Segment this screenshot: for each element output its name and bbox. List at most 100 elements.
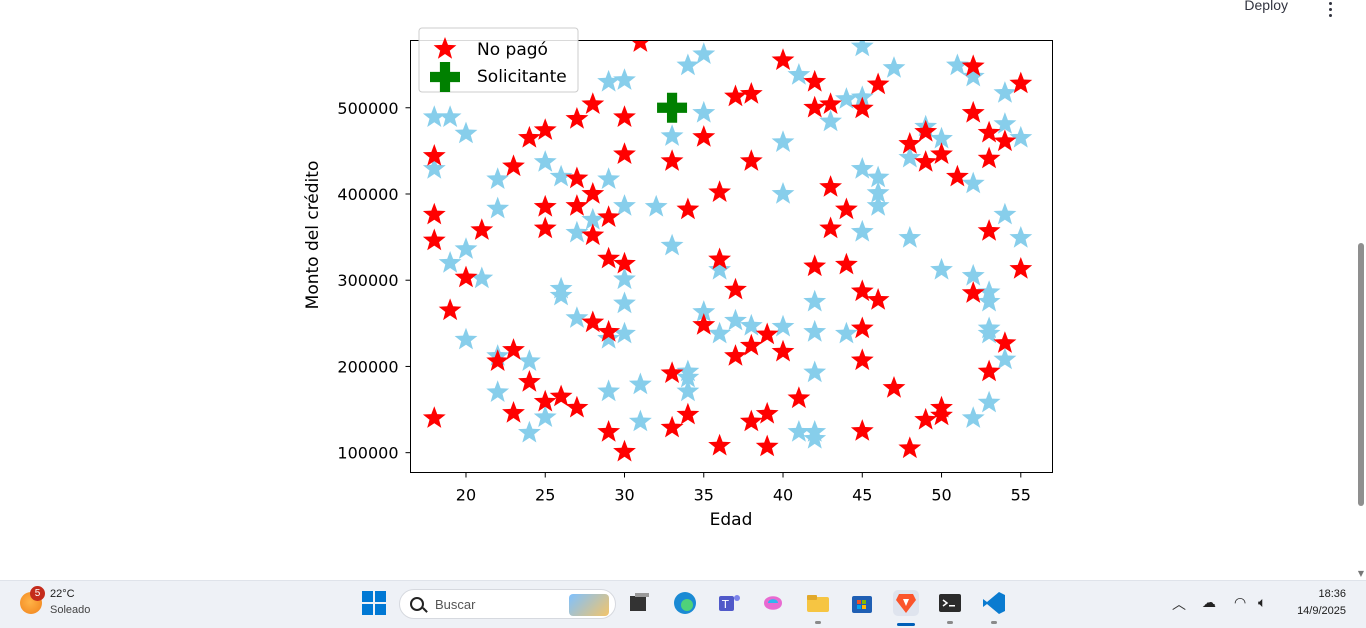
running-indicator [991,621,997,624]
no-pago-point [930,142,953,164]
no-pago-point [708,247,731,270]
pago-point [961,263,985,286]
onedrive-sync-icon[interactable]: ☁ [1202,594,1216,610]
edge-browser-icon[interactable] [672,590,698,616]
no-pago-point [454,265,478,288]
teams-icon[interactable]: T [716,590,742,616]
pago-point [930,126,953,149]
no-pago-point [850,419,874,441]
no-pago-point [898,132,922,154]
no-pago-point [692,125,716,147]
pago-point [850,157,874,179]
x-axis-label: Edad [710,510,753,530]
no-pago-point [835,252,858,275]
pago-point [850,85,874,108]
no-pago-point [581,310,605,333]
clock-date[interactable]: 14/9/2025 [1297,605,1346,617]
x-tick-label: 20 [456,486,476,505]
no-pago-point [835,197,858,220]
no-pago-point [930,403,953,426]
clock-time[interactable]: 18:36 [1318,588,1346,600]
no-pago-point [565,395,589,418]
x-tick-label: 40 [773,486,793,505]
terminal-icon[interactable] [937,590,963,616]
no-pago-point [708,180,731,202]
no-pago-point [739,409,763,432]
no-pago-point [597,420,621,442]
speaker-icon[interactable]: 🔈︎ [1258,594,1267,610]
vscode-icon[interactable] [981,590,1007,616]
no-pago-point [914,407,938,430]
no-pago-point [993,129,1017,152]
no-pago-point [422,144,446,166]
no-pago-point [708,433,731,456]
brave-browser-icon[interactable] [893,590,919,616]
copilot-icon[interactable] [760,590,786,616]
no-pago-point [502,154,525,177]
file-explorer-icon[interactable] [805,590,831,616]
pago-point [819,109,842,132]
pago-point [961,171,985,194]
no-pago-point [597,205,621,227]
pago-point [676,365,700,388]
pago-point [739,313,763,336]
weather-temperature: 22°C [50,588,75,600]
no-pago-point [866,72,890,95]
no-pago-point [581,92,605,114]
no-pago-point [502,401,525,423]
pago-point [486,167,510,189]
pago-point [518,349,541,371]
no-pago-point [660,149,684,171]
no-pago-point [692,313,716,335]
pago-point [597,69,621,92]
no-pago-point [597,246,621,269]
pago-point [486,380,510,402]
solicitante-marker [657,92,688,123]
pago-point [692,300,716,322]
deploy-button[interactable]: Deploy [1244,0,1288,13]
no-pago-point [502,338,525,360]
pago-point [961,64,985,87]
task-view-icon[interactable] [627,590,653,616]
microsoft-store-icon[interactable] [849,590,875,616]
no-pago-point [486,349,510,371]
start-button-windows-icon[interactable] [361,590,387,616]
page-scrollbar[interactable]: ▼ [1356,0,1366,580]
pago-point [787,63,811,85]
legend: No pagó Solicitante [418,27,579,93]
no-pago-point [724,84,747,107]
show-hidden-icons-chevron-icon[interactable]: ︿ [1172,596,1186,612]
no-pago-point [771,48,795,70]
scrollbar-thumb[interactable] [1358,243,1364,506]
wifi-icon[interactable]: ◠ [1234,594,1247,610]
no-pago-point [739,82,763,104]
no-pago-point [755,434,779,457]
main-menu-icon[interactable] [1320,0,1340,20]
pago-point [930,257,953,280]
pago-point [771,314,795,337]
no-pago-point [724,344,747,366]
pago-point [1009,226,1033,248]
no-pago-point [1009,257,1033,279]
y-tick-label: 500000 [337,99,398,118]
pago-point [676,379,700,402]
no-pago-point [660,415,684,438]
no-pago-point [565,194,589,216]
taskbar-search[interactable]: Buscar [399,589,616,619]
no-pago-point [565,166,589,189]
no-pago-point [518,370,541,392]
pago-point [977,289,1001,312]
no-pago-point [724,277,747,300]
no-pago-point [533,389,557,412]
pago-point [866,181,890,203]
running-indicator [947,621,953,624]
pago-point [787,420,811,442]
pago-point [835,87,858,109]
search-icon [410,597,424,611]
no-pago-point [549,384,573,407]
scroll-down-arrow-icon[interactable]: ▼ [1357,569,1364,578]
no-pago-point [819,175,842,197]
no-pago-point [914,119,938,142]
no-pago-point [977,120,1001,143]
no-pago-point [977,219,1001,241]
